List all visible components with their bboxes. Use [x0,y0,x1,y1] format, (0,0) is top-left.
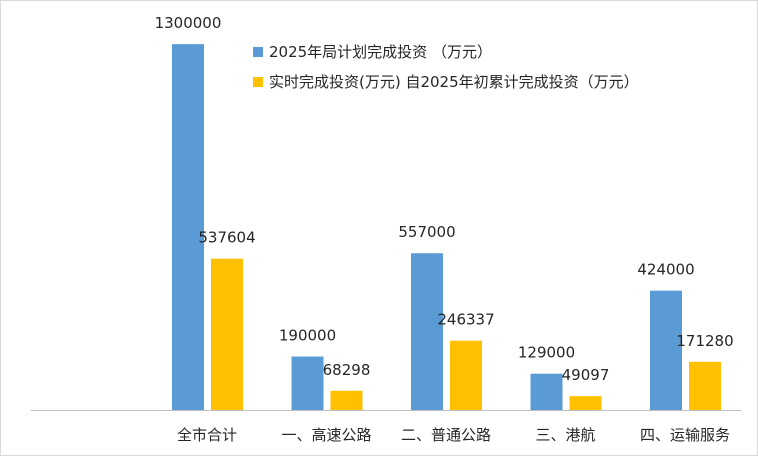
x-tick-label-2: 二、普通公路 [401,426,491,444]
data-label-actual-2: 246337 [437,311,494,329]
bar-actual-4 [689,361,721,410]
data-label-actual-0: 537604 [198,229,255,247]
data-label-plan-4: 424000 [637,261,694,279]
x-tick-label-0: 全市合计 [177,426,237,444]
data-label-plan-0: 1300000 [155,14,222,32]
legend: 2025年局计划完成投资 （万元） 实时完成投资(万元) 自2025年初累计完成… [253,37,639,97]
legend-label-actual: 实时完成投资(万元) 自2025年初累计完成投资（万元） [269,73,639,91]
legend-swatch-plan [253,47,263,57]
legend-label-plan: 2025年局计划完成投资 （万元） [269,43,492,61]
legend-swatch-actual [253,77,263,87]
bar-actual-1 [330,390,363,410]
x-tick-label-3: 三、港航 [535,426,595,444]
bar-plan-2 [411,253,443,410]
bar-actual-3 [569,396,602,410]
bar-actual-2 [450,340,482,410]
data-label-actual-4: 171280 [676,332,733,350]
data-label-actual-1: 68298 [323,361,371,379]
bar-plan-1 [291,356,324,410]
x-tick-label-4: 四、运输服务 [640,426,730,444]
bar-plan-4 [650,290,682,410]
bar-actual-0 [211,258,243,410]
data-label-actual-3: 49097 [562,366,610,384]
legend-item-actual: 实时完成投资(万元) 自2025年初累计完成投资（万元） [253,67,639,97]
data-label-plan-2: 557000 [398,223,455,241]
bar-plan-3 [530,373,563,410]
data-label-plan-3: 129000 [518,344,575,362]
x-tick-label-1: 一、高速公路 [281,426,371,444]
data-label-plan-1: 190000 [279,327,336,345]
legend-item-plan: 2025年局计划完成投资 （万元） [253,37,639,67]
bar-plan-0 [172,44,204,411]
